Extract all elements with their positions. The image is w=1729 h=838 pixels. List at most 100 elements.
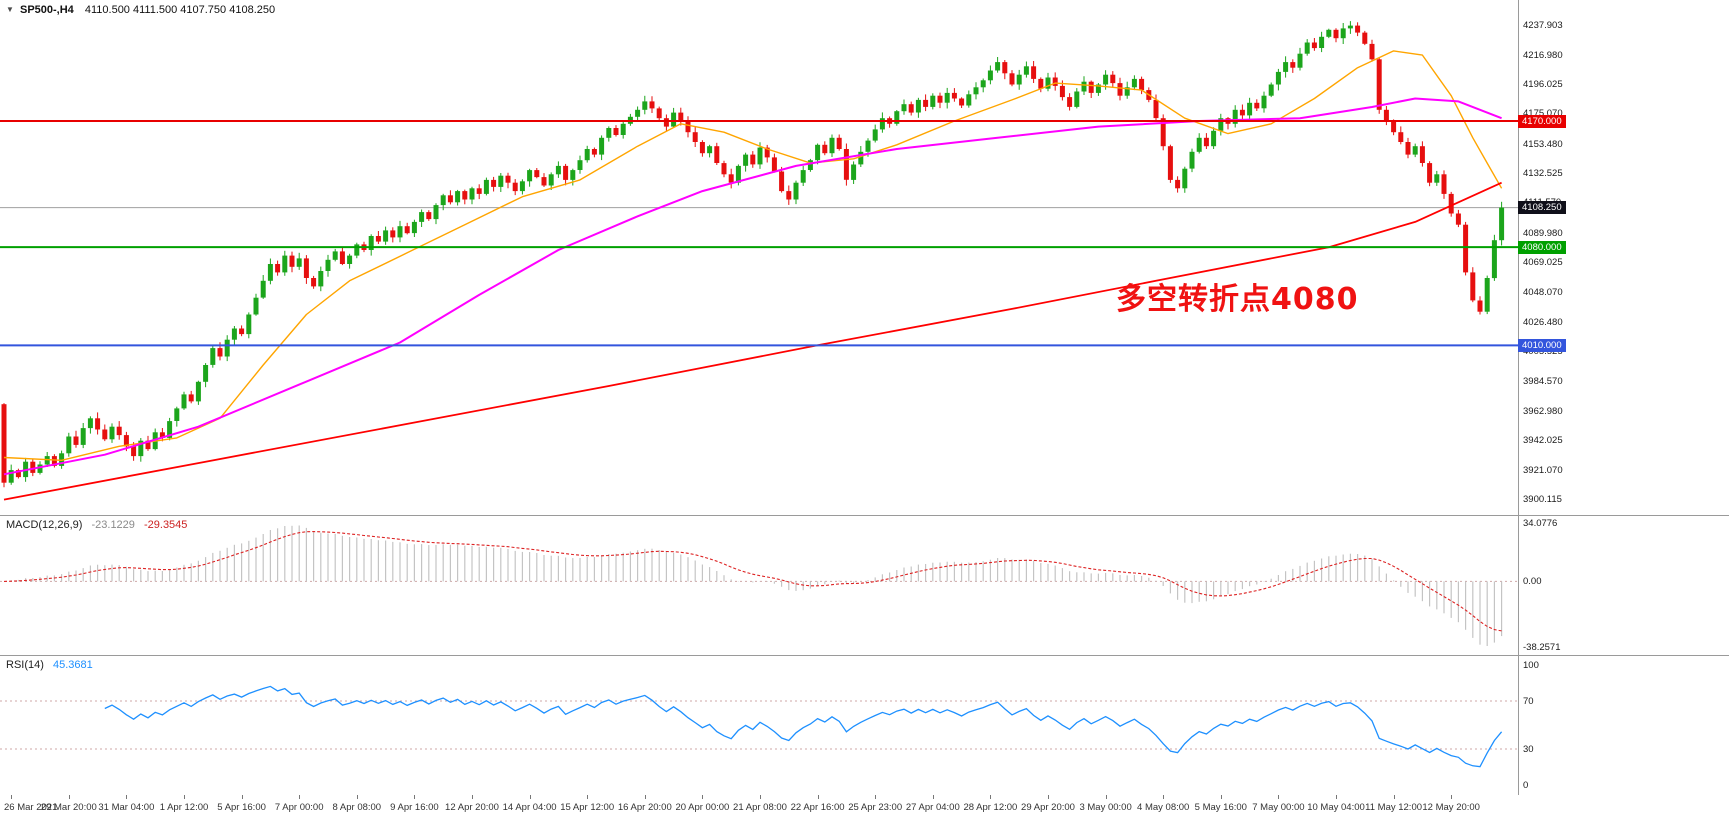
macd-histogram bbox=[10, 525, 1503, 646]
candle-body bbox=[584, 149, 590, 161]
rsi-line bbox=[104, 685, 1503, 768]
time-axis-label: 7 Apr 00:00 bbox=[274, 802, 324, 813]
symbol-marker-icon: ▼ bbox=[6, 5, 14, 14]
candle-body bbox=[1405, 142, 1411, 155]
candle-body bbox=[1124, 87, 1130, 96]
candle-body bbox=[1016, 74, 1022, 85]
candle-body bbox=[159, 432, 165, 438]
candle-body bbox=[375, 236, 381, 242]
symbol-name: SP500-,H4 bbox=[19, 4, 74, 16]
candle-body bbox=[1261, 95, 1267, 109]
candle-body bbox=[548, 174, 554, 186]
price-axis-label: 4175.070 bbox=[1523, 108, 1563, 119]
time-axis-label: 9 Apr 16:00 bbox=[390, 802, 439, 813]
candle-body bbox=[721, 163, 727, 175]
candle-body bbox=[1477, 300, 1483, 312]
candle-body bbox=[829, 137, 835, 154]
time-axis-tick bbox=[68, 795, 70, 799]
candle-body bbox=[195, 381, 201, 402]
candle-body bbox=[455, 191, 461, 203]
candle-body bbox=[800, 170, 806, 183]
candle-body bbox=[1340, 28, 1346, 39]
price-axis-label: 4089.980 bbox=[1523, 227, 1563, 239]
candle-body bbox=[498, 175, 504, 187]
candle-body bbox=[937, 95, 943, 103]
time-axis-tick bbox=[472, 795, 473, 799]
time-axis-tick bbox=[1451, 795, 1453, 799]
rsi-header: RSI(14) 45.3681 bbox=[6, 659, 93, 671]
price-badge-4080.000: 4080.000 bbox=[1518, 240, 1566, 254]
candle-body bbox=[1499, 207, 1505, 241]
candle-body bbox=[599, 137, 605, 155]
time-axis-label: 12 May 20:00 bbox=[1422, 802, 1480, 813]
candle-body bbox=[123, 435, 129, 447]
price-axis-label: 4196.025 bbox=[1523, 79, 1563, 90]
candle-body bbox=[563, 165, 569, 180]
candle-body bbox=[217, 348, 223, 357]
candle-body bbox=[1463, 224, 1469, 273]
candle-body bbox=[1470, 272, 1476, 301]
time-axis-label: 29 Apr 20:00 bbox=[1021, 802, 1075, 813]
candle-body bbox=[66, 436, 72, 454]
candle-body bbox=[1448, 193, 1454, 214]
time-axis-tick bbox=[299, 795, 301, 799]
chart-annotation-text: 多空转折点4080 bbox=[1116, 282, 1359, 317]
candle-body bbox=[1167, 146, 1173, 180]
candle-body bbox=[1103, 74, 1109, 85]
ma-fast-orange-line[interactable] bbox=[3, 50, 1503, 461]
candle-body bbox=[1333, 29, 1339, 39]
rsi-panel-canvas[interactable] bbox=[0, 655, 1518, 795]
candle-body bbox=[750, 154, 756, 165]
candle-body bbox=[404, 226, 410, 234]
candle-body bbox=[174, 408, 180, 421]
candle-body bbox=[462, 191, 468, 200]
candle-body bbox=[577, 160, 583, 170]
candle-body bbox=[253, 297, 259, 315]
candle-body bbox=[1239, 109, 1245, 116]
candle-body bbox=[620, 123, 626, 135]
time-axis[interactable]: 26 Mar 2021 29 Mar 20:00 31 Mar 04:00 1 Apr… bbox=[0, 795, 1729, 838]
candle-body bbox=[1139, 78, 1145, 91]
panel-separator[interactable] bbox=[0, 515, 1729, 516]
candle-body bbox=[555, 165, 561, 175]
candle-body bbox=[728, 174, 734, 183]
candle-body bbox=[440, 195, 446, 206]
candle-body bbox=[260, 280, 266, 298]
time-axis-label: 1 Apr 12:00 bbox=[159, 802, 209, 813]
candle-body bbox=[1031, 66, 1037, 79]
panel-separator[interactable] bbox=[0, 655, 1729, 656]
price-axis-label: 4132.525 bbox=[1523, 168, 1563, 179]
candle-body bbox=[116, 426, 122, 436]
candle-body bbox=[1088, 81, 1094, 93]
candle-body bbox=[851, 164, 857, 180]
rsi-scale-label: 70 bbox=[1523, 695, 1534, 707]
candle-body bbox=[447, 195, 453, 203]
ma-slow-red-line[interactable] bbox=[3, 181, 1502, 501]
candle-body bbox=[1045, 77, 1051, 89]
candle-body bbox=[865, 140, 871, 152]
candlestick-series[interactable] bbox=[1, 21, 1505, 488]
time-axis-label: 4 May 08:00 bbox=[1137, 802, 1190, 813]
candle-body bbox=[138, 440, 144, 457]
price-axis[interactable]: 4237.903 4216.980 4196.025 4175.070 4153.480… bbox=[1518, 0, 1729, 795]
candle-body bbox=[541, 177, 547, 186]
time-axis-label: 14 Apr 04:00 bbox=[502, 802, 557, 813]
candle-body bbox=[1067, 97, 1073, 107]
candle-body bbox=[95, 418, 101, 430]
macd-panel-canvas[interactable] bbox=[0, 515, 1518, 655]
macd-scale-label: 0.00 bbox=[1523, 575, 1542, 587]
candle-body bbox=[8, 470, 14, 483]
candle-body bbox=[1182, 168, 1188, 189]
ma-mid-magenta-line[interactable] bbox=[3, 97, 1502, 476]
candle-body bbox=[1434, 174, 1440, 183]
candle-body bbox=[1023, 66, 1029, 75]
time-axis-tick bbox=[241, 795, 243, 799]
price-chart-canvas[interactable] bbox=[0, 0, 1518, 515]
candle-body bbox=[296, 258, 302, 267]
candle-body bbox=[87, 418, 93, 429]
candle-body bbox=[570, 170, 576, 180]
rsi-scale-label: 0 bbox=[1523, 779, 1529, 791]
price-badge-4108.250: 4108.250 bbox=[1518, 201, 1566, 215]
time-axis-tick bbox=[587, 795, 589, 799]
time-axis-label: 12 Apr 20:00 bbox=[445, 802, 499, 813]
